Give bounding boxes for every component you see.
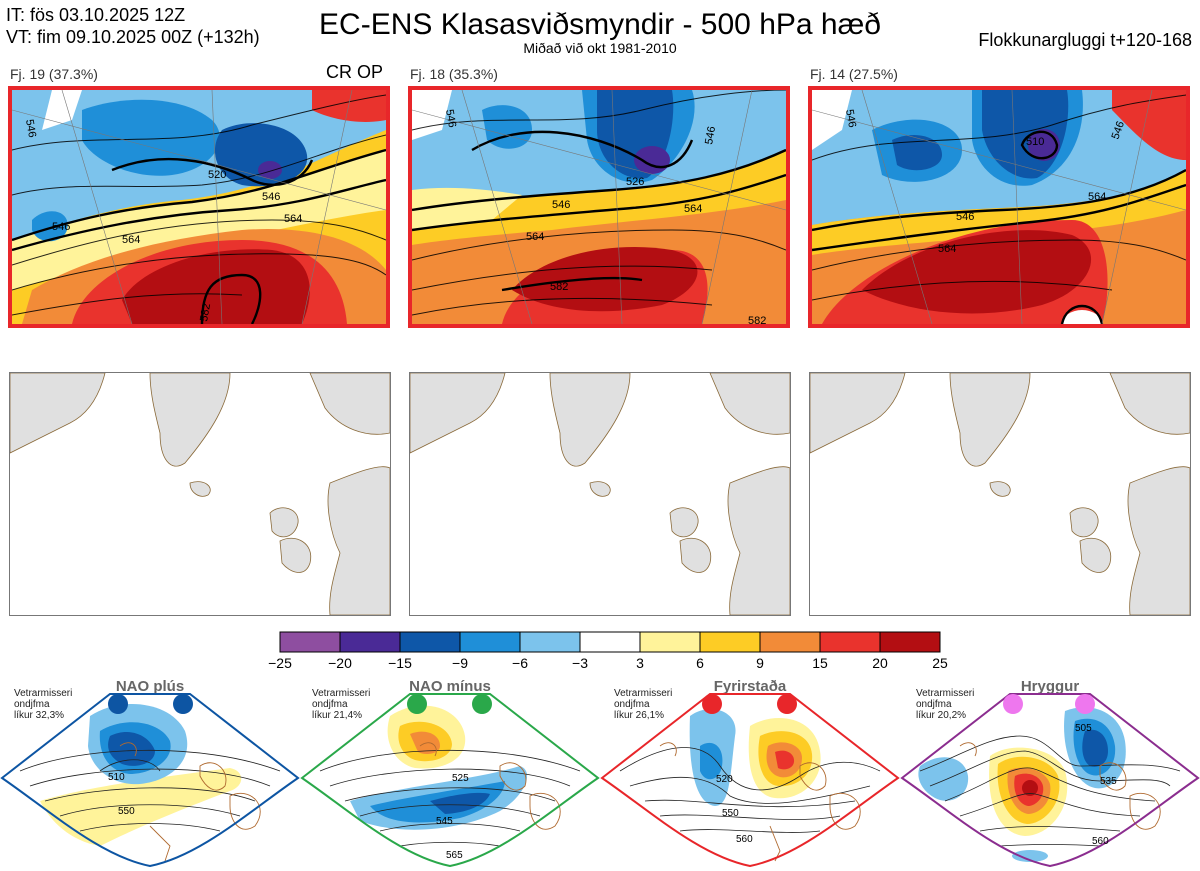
contour-label: 546: [956, 211, 974, 223]
cluster-label-1: Fj. 19 (37.3%): [10, 66, 98, 82]
colorbar-tick-label: 6: [696, 655, 704, 671]
colorbar-segment: [339, 631, 401, 653]
empty-map-1: [9, 372, 391, 616]
contour-label: 546: [23, 118, 38, 138]
colorbar-tick-label: 9: [756, 655, 764, 671]
colorbar-tick-label: −3: [572, 655, 588, 671]
contour-label: 564: [284, 213, 302, 225]
colorbar-tick-label: −25: [268, 655, 292, 671]
regime-map-nao-minus: 525 545 565: [300, 693, 600, 868]
regime-stats-3: Vetrarmisseri ondjfma líkur 26,1%: [614, 688, 673, 721]
contour-label: 546: [52, 221, 70, 233]
contour-label: 510: [1026, 136, 1044, 148]
colorbar-segment: [759, 631, 821, 653]
contour-label: 510: [108, 772, 125, 783]
contour-label: 582: [198, 302, 213, 322]
colorbar-segment: [819, 631, 881, 653]
classification-window: Flokkunargluggi t+120-168: [978, 30, 1192, 50]
contour-label: 582: [748, 315, 766, 324]
contour-label: 546: [1110, 120, 1128, 141]
contour-label: 565: [446, 850, 463, 861]
cluster-map-3: 546 510 546 546 564 564: [808, 86, 1190, 328]
contour-label: 564: [1088, 191, 1106, 203]
contour-label: 546: [262, 191, 280, 203]
regime-map-ridge: 505 535 560: [900, 693, 1200, 868]
colorbar-segment: [879, 631, 941, 653]
page-title: EC-ENS Klasasviðsmyndir - 500 hPa hæð: [319, 8, 881, 41]
regime-stats-4: Vetrarmisseri ondjfma líkur 20,2%: [916, 688, 975, 721]
colorbar-tick-label: 15: [812, 655, 828, 671]
contour-label: 526: [626, 176, 644, 188]
colorbar-segment: [699, 631, 761, 653]
contour-label: 535: [1100, 776, 1117, 787]
empty-map-2: [409, 372, 791, 616]
regime-title-2: NAO mínus: [409, 678, 491, 695]
colorbar-segment: [579, 631, 641, 653]
contour-label: 505: [1075, 723, 1092, 734]
colorbar-segment: [399, 631, 461, 653]
contour-label: 564: [122, 234, 140, 246]
cluster-map-2: 546 526 546 546 564 564 582 582: [408, 86, 790, 328]
regime-title-1: NAO plús: [115, 678, 185, 695]
colorbar-segment: [519, 631, 581, 653]
colorbar-tick-label: −15: [388, 655, 412, 671]
cluster-flag-1: CR OP: [326, 62, 384, 82]
colorbar-tick-label: −6: [512, 655, 528, 671]
cluster-label-3: Fj. 14 (27.5%): [810, 66, 898, 82]
contour-label: 564: [526, 231, 544, 243]
page-subtitle: Miðað við okt 1981-2010: [523, 40, 677, 56]
init-time: IT: fös 03.10.2025 12Z: [6, 5, 186, 25]
empty-map-3: [809, 372, 1191, 616]
cluster-label-2: Fj. 18 (35.3%): [410, 66, 498, 82]
contour-label: 520: [208, 169, 226, 181]
colorbar-tick-label: −20: [328, 655, 352, 671]
regime-map-nao-plus: 510 550: [0, 693, 300, 868]
regime-stats-1: Vetrarmisseri ondjfma líkur 32,3%: [14, 688, 73, 721]
colorbar: −25 −20 −15 −9 −6 −3 3 6 9 15 20 25: [268, 631, 948, 671]
contour-label: 545: [436, 816, 453, 827]
contour-label: 564: [938, 243, 956, 255]
valid-time: VT: fim 09.10.2025 00Z (+132h): [6, 27, 260, 47]
colorbar-tick-label: 25: [932, 655, 948, 671]
colorbar-tick-label: 3: [636, 655, 644, 671]
contour-label: 550: [722, 808, 739, 819]
colorbar-segment: [639, 631, 701, 653]
cluster-map-1: 546 520 546 546 564 564 582: [8, 86, 390, 328]
regime-row: Vetrarmisseri ondjfma líkur 32,3% NAO pl…: [0, 676, 1200, 871]
contour-label: 582: [550, 281, 568, 293]
colorbar-segment: [459, 631, 521, 653]
contour-label: 546: [843, 108, 858, 128]
contour-label: 520: [716, 774, 733, 785]
contour-label: 550: [118, 806, 135, 817]
regime-title-4: Hryggur: [1020, 678, 1080, 695]
run-info: IT: fös 03.10.2025 12Z VT: fim 09.10.202…: [6, 4, 260, 48]
colorbar-tick-label: −9: [452, 655, 468, 671]
regime-stats-2: Vetrarmisseri ondjfma líkur 21,4%: [312, 688, 371, 721]
colorbar-segment: [279, 631, 341, 653]
contour-label: 560: [736, 834, 753, 845]
contour-label: 560: [1092, 836, 1109, 847]
contour-label: 564: [684, 203, 702, 215]
contour-label: 546: [443, 108, 458, 128]
contour-label: 546: [552, 199, 570, 211]
regime-title-3: Fyrirstaða: [713, 678, 787, 695]
regime-map-blocking: 520 550 560: [600, 693, 900, 868]
contour-label: 546: [703, 125, 718, 145]
contour-label: 525: [452, 773, 469, 784]
colorbar-tick-label: 20: [872, 655, 888, 671]
